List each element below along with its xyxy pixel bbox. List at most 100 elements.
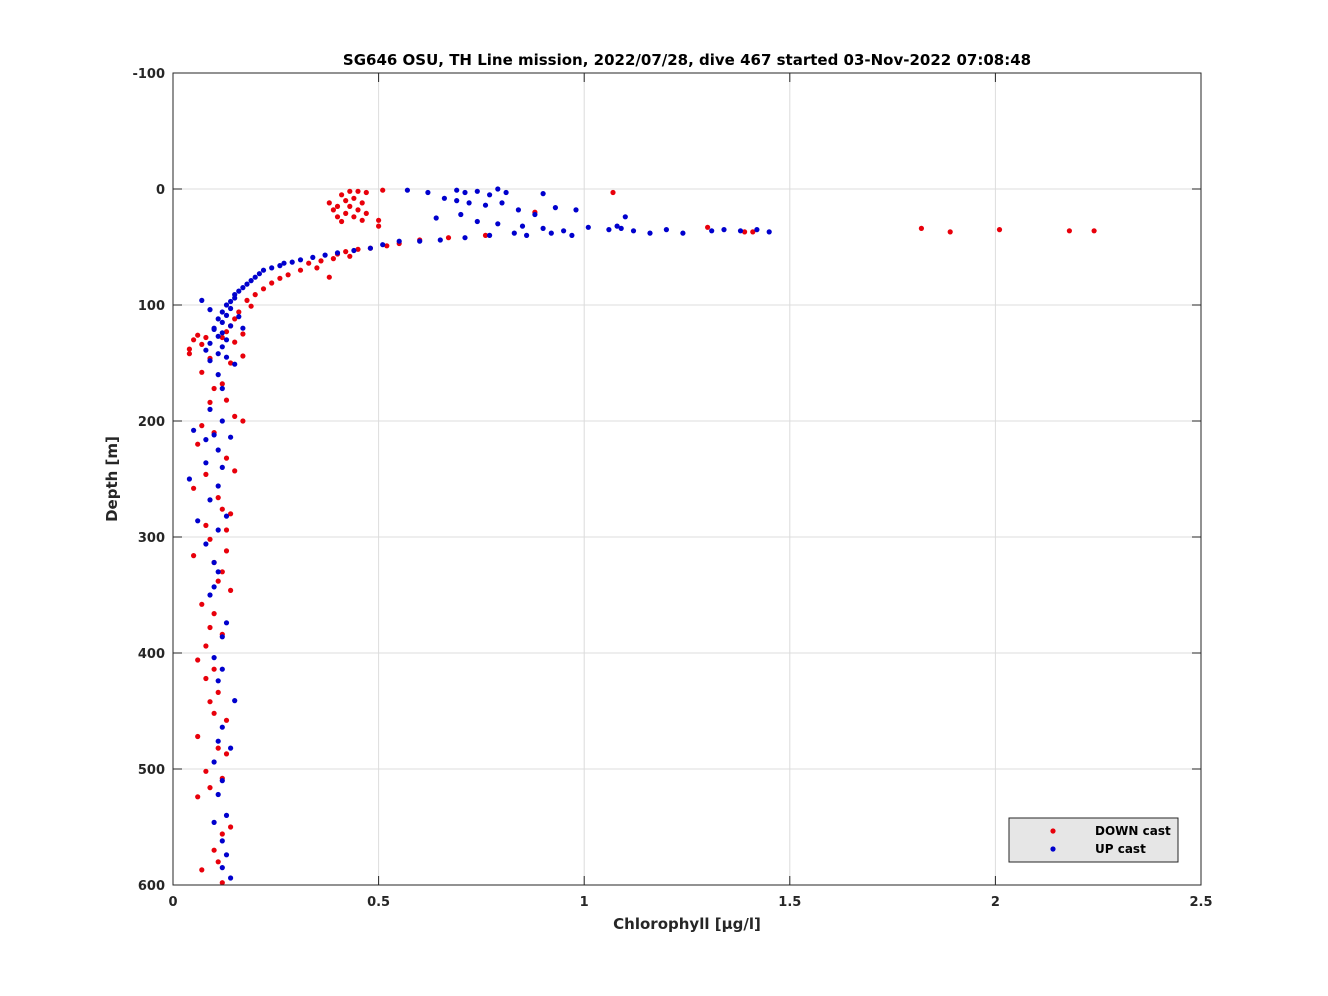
data-point xyxy=(223,513,230,519)
data-point xyxy=(223,620,230,626)
data-point xyxy=(228,360,234,366)
data-point xyxy=(219,506,225,512)
data-point xyxy=(622,214,628,220)
data-point xyxy=(195,794,201,800)
data-point xyxy=(203,643,209,649)
data-point xyxy=(515,207,522,213)
data-point xyxy=(630,228,637,234)
data-point xyxy=(223,717,230,723)
data-point xyxy=(219,319,225,325)
grid-lines xyxy=(173,73,1201,885)
plot-area xyxy=(173,73,1201,885)
legend-label-up-cast: UP cast xyxy=(1095,842,1146,856)
data-point xyxy=(203,471,209,477)
data-point xyxy=(260,267,267,273)
data-point xyxy=(191,553,197,559)
chart-title: SG646 OSU, TH Line mission, 2022/07/28, … xyxy=(343,51,1031,69)
data-point xyxy=(203,437,209,443)
data-point xyxy=(223,527,230,533)
data-point xyxy=(343,198,349,204)
data-point xyxy=(441,195,447,201)
data-point xyxy=(454,198,460,204)
data-point xyxy=(606,227,612,233)
x-axis-label: Chlorophyll [μg/l] xyxy=(613,915,761,933)
data-point xyxy=(199,297,205,303)
data-point xyxy=(709,228,715,234)
data-point xyxy=(219,831,225,837)
data-point xyxy=(215,372,221,378)
data-point xyxy=(232,413,238,419)
data-point xyxy=(297,257,304,263)
data-point xyxy=(199,867,205,873)
data-point xyxy=(203,347,209,353)
data-point xyxy=(219,865,225,871)
data-point xyxy=(219,334,225,341)
data-point xyxy=(195,518,201,524)
data-point xyxy=(351,247,357,254)
data-point xyxy=(343,210,349,216)
data-point xyxy=(540,191,546,197)
data-point xyxy=(228,587,234,594)
data-point xyxy=(519,223,526,229)
data-point xyxy=(223,312,230,318)
data-point xyxy=(240,418,246,424)
data-point xyxy=(252,274,258,280)
data-point xyxy=(215,745,221,751)
data-point xyxy=(524,232,530,238)
y-tick-label: 500 xyxy=(138,763,165,778)
data-point xyxy=(244,297,250,303)
data-point xyxy=(573,207,579,213)
data-point xyxy=(705,224,711,230)
data-point xyxy=(355,188,361,194)
data-point xyxy=(462,189,468,196)
data-point xyxy=(219,724,225,730)
data-point xyxy=(339,192,345,198)
data-point xyxy=(215,495,221,501)
data-point xyxy=(289,259,295,265)
data-point xyxy=(223,354,230,360)
data-point xyxy=(232,361,238,367)
data-point xyxy=(277,275,283,281)
data-point xyxy=(240,353,246,359)
data-point xyxy=(548,230,554,236)
data-point xyxy=(503,189,509,196)
data-point xyxy=(766,229,772,235)
data-point xyxy=(215,483,221,489)
data-point xyxy=(232,698,238,704)
y-tick-label: 400 xyxy=(138,647,165,662)
data-point xyxy=(219,778,225,784)
data-point xyxy=(610,189,616,196)
data-point xyxy=(215,316,221,322)
data-point xyxy=(614,223,620,229)
data-point xyxy=(585,224,591,230)
data-point xyxy=(211,666,217,672)
data-point xyxy=(343,249,349,255)
data-point xyxy=(186,346,192,352)
data-point xyxy=(203,675,209,682)
data-point xyxy=(203,541,209,547)
data-point xyxy=(754,227,760,233)
data-point xyxy=(203,460,209,466)
legend: DOWN cast UP cast xyxy=(1008,817,1179,863)
data-point xyxy=(742,229,748,235)
data-point xyxy=(355,207,361,213)
data-point xyxy=(211,819,217,826)
data-point xyxy=(248,278,254,284)
data-point xyxy=(215,738,221,744)
data-point xyxy=(454,187,460,193)
data-point xyxy=(380,242,386,248)
data-point xyxy=(215,527,221,533)
data-point xyxy=(203,334,209,341)
data-point xyxy=(334,214,341,220)
data-point xyxy=(240,331,246,337)
axis-ticks: 0 0.5 1 1.5 2 2.5 -100 0 100 200 300 400 500 600 xyxy=(132,67,1212,910)
data-point xyxy=(947,229,953,235)
data-point xyxy=(207,399,213,405)
data-point xyxy=(219,344,225,350)
data-point xyxy=(918,225,925,231)
y-tick-label: -100 xyxy=(132,67,165,82)
data-point xyxy=(228,323,234,329)
data-point xyxy=(207,785,213,791)
